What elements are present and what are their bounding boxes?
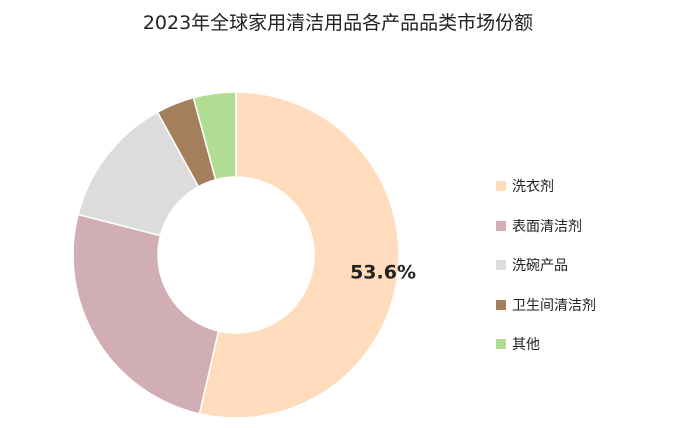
legend: 洗衣剂表面清洁剂洗碗产品卫生间清洁剂 其他 [496, 176, 596, 374]
legend-label: 卫生间清洁剂 [512, 297, 596, 314]
legend-swatch [496, 181, 506, 191]
legend-item: 表面清洁剂 [496, 216, 596, 236]
legend-item: 卫生间清洁剂 [496, 295, 596, 315]
legend-item: 其他 [496, 334, 596, 354]
slice-0 [198, 91, 400, 419]
legend-item: 洗衣剂 [496, 176, 596, 196]
data-label-0: 53.6% [350, 262, 416, 284]
legend-swatch [496, 220, 506, 231]
legend-swatch [496, 260, 506, 270]
legend-label: 洗衣剂 [512, 179, 554, 195]
legend-label: 洗碗产品 [512, 258, 568, 274]
data-labels: 53.6% [350, 262, 416, 284]
slice-1 [72, 213, 220, 415]
chart-title: 2023年全球家用清洁用品各产品品类市场份额 [142, 12, 534, 34]
legend-swatch [496, 339, 506, 349]
legend-label: 表面清洁剂 [512, 218, 582, 235]
donut-slices [72, 91, 400, 419]
legend-label: 其他 [512, 337, 540, 353]
legend-item: 洗碗产品 [496, 255, 596, 275]
legend-swatch [496, 299, 506, 310]
slice-4 [192, 91, 237, 181]
